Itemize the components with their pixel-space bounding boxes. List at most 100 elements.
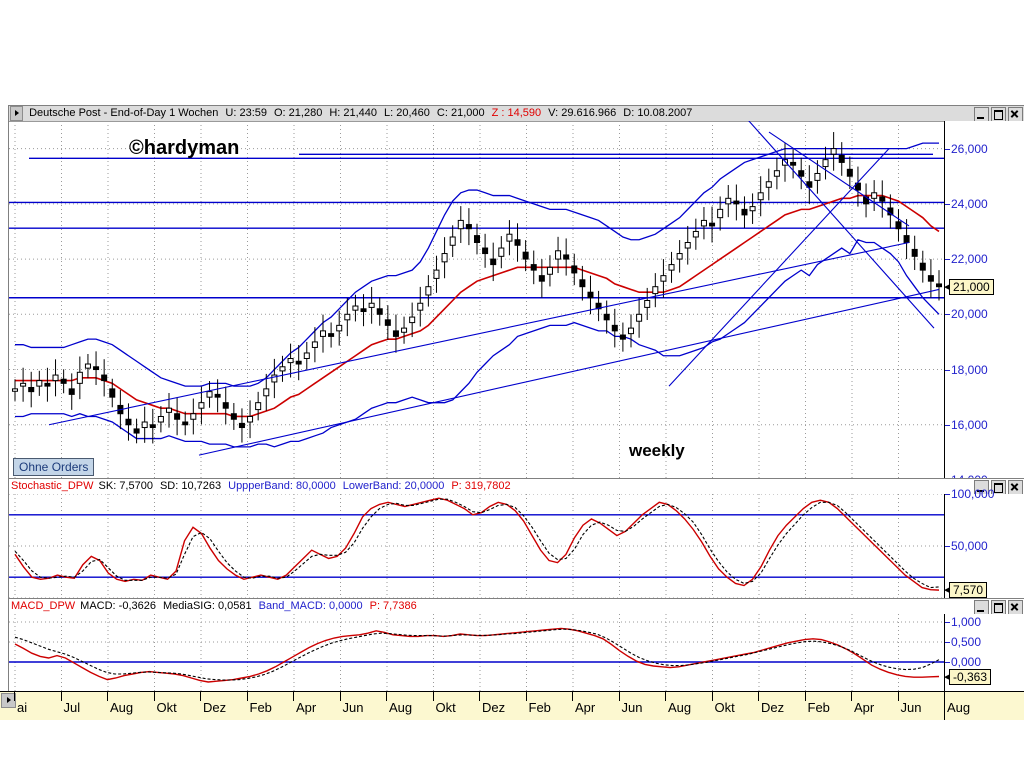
indicator-field: SK: 7,5700 bbox=[98, 480, 153, 492]
price-y-axis[interactable]: 26,00024,00022,00020,00018,00016,00014,0… bbox=[942, 121, 1024, 487]
macd-y-axis[interactable]: 1,000 0,500 0,000 -0,363 ◄ bbox=[942, 614, 1024, 699]
indicator-field: SD: 10,7263 bbox=[159, 480, 222, 492]
x-axis-tick bbox=[618, 692, 620, 701]
x-axis-label: Apr bbox=[296, 700, 317, 715]
x-axis-tick bbox=[851, 692, 852, 701]
title-segment: C: 21,000 bbox=[436, 107, 485, 119]
restore-button[interactable] bbox=[991, 480, 1006, 494]
title-segment: L: 20,460 bbox=[384, 107, 430, 119]
x-axis-label: ai bbox=[17, 700, 28, 715]
x-axis-label: Dez bbox=[203, 700, 227, 715]
y-axis-label: 22,000 bbox=[951, 252, 988, 267]
x-axis-tick bbox=[572, 692, 573, 701]
macd-header-text: MACD_DPW MACD: -0,3626 MediaSIG: 0,0581 Ban… bbox=[11, 600, 424, 612]
orders-status-box[interactable]: Ohne Orders bbox=[13, 458, 95, 476]
x-axis-label: Apr bbox=[854, 700, 875, 715]
x-axis-label: Dez bbox=[761, 700, 785, 715]
x-axis-label: Okt bbox=[156, 700, 177, 715]
x-axis-tick bbox=[525, 692, 527, 701]
macd-window-controls bbox=[974, 600, 1023, 614]
indicator-field: MACD: -0,3626 bbox=[80, 600, 156, 612]
x-axis-tick bbox=[200, 692, 201, 701]
panel-collapse-arrow-icon[interactable] bbox=[10, 106, 23, 121]
y-axis-label: 26,000 bbox=[951, 141, 988, 156]
y-axis-label: 0,000 bbox=[951, 655, 982, 669]
last-value-badge[interactable]: -0,363 ◄ bbox=[942, 668, 992, 685]
y-axis-label: 100,000 bbox=[951, 487, 995, 501]
y-axis-tick bbox=[945, 662, 950, 663]
y-axis-tick bbox=[945, 148, 950, 150]
stochastic-window: Stochastic_DPW SK: 7,5700 SD: 10,7263 Upppe… bbox=[8, 478, 1024, 605]
y-axis-label: 24,000 bbox=[951, 196, 988, 211]
close-button[interactable] bbox=[1008, 600, 1023, 614]
price-chart-titlebar: Deutsche Post - End-of-Day 1 Wochen U: 23… bbox=[9, 106, 1024, 122]
x-axis-right-edge bbox=[944, 692, 945, 720]
watermark-label: ©hardyman bbox=[129, 137, 240, 159]
title-segment: O: 21,280 bbox=[274, 107, 323, 119]
x-axis-label: Feb bbox=[249, 700, 272, 715]
restore-button[interactable] bbox=[991, 107, 1006, 121]
x-axis-scroll-arrow-icon[interactable] bbox=[1, 693, 16, 708]
title-segment: H: 21,440 bbox=[329, 107, 378, 119]
last-value-pointer-icon: ◄ bbox=[942, 671, 952, 683]
x-axis-strip[interactable]: ai Jul Aug Okt Dez Feb Apr Jun Aug Okt Dez Feb Apr Ju… bbox=[0, 691, 1024, 720]
x-axis-label: Okt bbox=[714, 700, 735, 715]
close-button[interactable] bbox=[1008, 107, 1023, 121]
price-plot-area[interactable]: ©hardyman weekly Ohne Orders bbox=[9, 121, 945, 481]
indicator-field: P: 319,7802 bbox=[451, 480, 511, 492]
timeframe-note-label: weekly bbox=[629, 441, 685, 460]
last-value-pointer-icon: ◄ bbox=[942, 585, 952, 597]
macd-window: MACD_DPW MACD: -0,3626 MediaSIG: 0,0581 Ban… bbox=[8, 598, 1024, 700]
last-value-pointer-icon: ◄ bbox=[942, 281, 952, 293]
close-button[interactable] bbox=[1008, 480, 1023, 494]
indicator-field: UppperBand: 80,0000 bbox=[228, 480, 336, 492]
x-axis-label: Aug bbox=[668, 700, 692, 715]
x-axis-label: Jun bbox=[342, 700, 364, 715]
y-axis-tick bbox=[945, 546, 950, 547]
x-axis-label: Feb bbox=[807, 700, 830, 715]
x-axis-label: Jun bbox=[900, 700, 922, 715]
y-axis-tick bbox=[945, 424, 950, 426]
x-axis-label: Jul bbox=[63, 700, 81, 715]
y-axis-tick bbox=[945, 369, 950, 371]
price-chart-title-text: Deutsche Post - End-of-Day 1 Wochen U: 23… bbox=[29, 106, 699, 121]
macd-plot-area[interactable] bbox=[9, 614, 945, 699]
minimize-button[interactable] bbox=[974, 107, 989, 121]
indicator-field: P: 7,7386 bbox=[369, 600, 417, 612]
indicator-name: Stochastic_DPW bbox=[11, 480, 94, 492]
y-axis-tick bbox=[945, 642, 950, 643]
y-axis-tick bbox=[945, 494, 950, 495]
x-axis-label: Apr bbox=[575, 700, 596, 715]
stochastic-plot-area[interactable] bbox=[9, 494, 945, 599]
x-axis-label: Feb bbox=[528, 700, 551, 715]
x-axis-label: Jun bbox=[621, 700, 643, 715]
y-axis-label: 16,000 bbox=[951, 417, 988, 432]
title-segment: V: 29.616.966 bbox=[548, 107, 617, 119]
y-axis-tick bbox=[945, 259, 950, 261]
x-axis-tick bbox=[665, 692, 666, 701]
indicator-field: Band_MACD: 0,0000 bbox=[258, 600, 363, 612]
minimize-button[interactable] bbox=[974, 600, 989, 614]
y-axis-label: 20,000 bbox=[951, 307, 988, 322]
indicator-field: LowerBand: 20,0000 bbox=[342, 480, 445, 492]
last-value-badge[interactable]: 21,000 ◄ bbox=[942, 278, 994, 295]
x-axis-tick bbox=[479, 692, 480, 701]
y-axis-label: 0,500 bbox=[951, 635, 982, 649]
x-axis-tick bbox=[758, 692, 759, 701]
restore-button[interactable] bbox=[991, 600, 1006, 614]
x-axis-tick bbox=[386, 692, 387, 701]
minimize-button[interactable] bbox=[974, 480, 989, 494]
y-axis-label: 50,000 bbox=[951, 539, 988, 553]
left-gutter bbox=[0, 0, 8, 768]
x-axis-label: Dez bbox=[482, 700, 506, 715]
x-axis-tick bbox=[293, 692, 294, 701]
last-value-badge[interactable]: 7,570 ◄ bbox=[942, 582, 988, 599]
window-controls bbox=[974, 107, 1023, 121]
x-axis-tick bbox=[107, 692, 108, 701]
macd-header: MACD_DPW MACD: -0,3626 MediaSIG: 0,0581 Ban… bbox=[9, 599, 1024, 614]
stochastic-header: Stochastic_DPW SK: 7,5700 SD: 10,7263 Upppe… bbox=[9, 479, 1024, 494]
y-axis-tick bbox=[945, 203, 950, 205]
indicator-name: MACD_DPW bbox=[11, 600, 76, 612]
